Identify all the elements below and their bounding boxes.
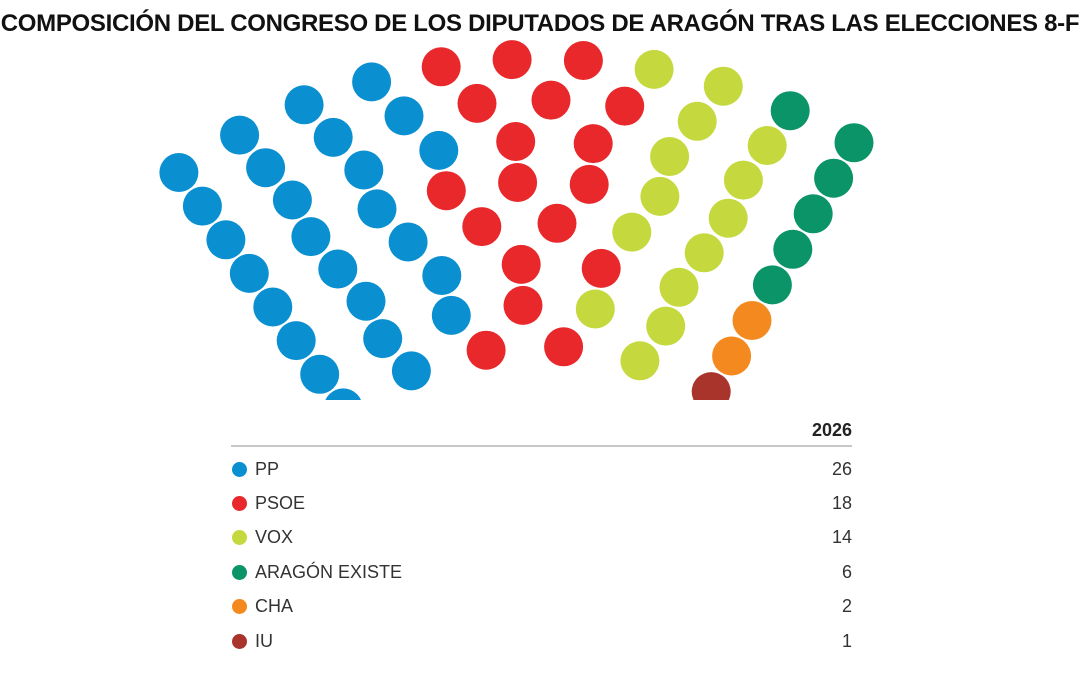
seat-pp [291,217,331,257]
seat-psoe [498,163,538,202]
seat-psoe [563,41,603,80]
seat-psoe [492,40,532,80]
seat-cha [712,336,752,376]
seat-vox [620,341,660,381]
party-row: IU 1 [231,624,852,658]
seat-vox [634,49,674,89]
seat-arag-n-existe [814,158,854,198]
seat-arag-n-existe [770,91,810,131]
seat-pp [182,186,222,226]
seat-psoe [544,327,584,367]
seat-vox [659,267,699,307]
results-table: 2026 PP 26 PSOE 18 VOX 14 ARAGÓN EXISTE 6 CHA 2 IU… [231,416,852,658]
chart-title: COMPOSICIÓN DEL CONGRESO DE LOS DIPUTADO… [0,10,1080,37]
party-seats: 6 [841,561,852,582]
party-color-dot [232,564,247,580]
seat-vox [723,160,763,200]
seat-pp [253,287,293,327]
seat-iu [691,372,731,400]
party-name: VOX [255,527,294,548]
seat-pp [313,117,353,157]
seat-psoe [573,124,613,164]
table-header: 2026 [231,416,852,447]
seat-psoe [569,164,609,204]
seat-vox [708,198,748,238]
seat-pp [284,85,324,125]
seat-pp [300,354,340,394]
seat-pp [357,189,397,229]
seat-vox [650,137,690,176]
seat-pp [363,319,403,359]
party-color-dot [232,496,247,512]
seat-pp [159,153,199,192]
party-color-dot [232,633,247,649]
seat-pp [384,96,424,136]
hemicycle-chart [159,40,874,400]
party-row: ARAGÓN EXISTE 6 [231,555,852,589]
seat-pp [431,295,471,335]
party-name: PSOE [255,493,306,514]
seat-pp [352,62,392,102]
seat-pp [344,150,384,190]
seat-psoe [421,47,461,87]
seat-pp [220,115,260,155]
seat-vox [646,306,686,346]
seat-arag-n-existe [834,123,874,163]
party-row: PSOE 18 [231,486,852,520]
party-seats: 18 [831,493,852,514]
party-name: ARAGÓN EXISTE [255,561,403,582]
seat-pp [419,130,459,170]
party-row: PP 26 [231,452,852,486]
seat-vox [575,289,615,329]
seat-pp [422,256,462,295]
party-color-dot [232,599,247,615]
seat-arag-n-existe [752,265,792,305]
party-color-dot [232,530,247,546]
seat-vox [612,212,652,252]
party-seats: 2 [841,596,852,617]
seat-pp [388,222,428,262]
party-seats: 26 [831,458,852,479]
year-header: 2026 [811,420,852,440]
seat-vox [640,176,680,216]
party-row: VOX 14 [231,521,852,555]
party-name: IU [255,630,273,651]
seat-psoe [457,83,497,123]
seat-pp [391,351,431,391]
seat-psoe [501,244,541,284]
seat-arag-n-existe [793,194,833,234]
seat-pp [246,148,286,188]
seat-psoe [531,80,571,120]
party-name: CHA [255,596,294,617]
seat-pp [325,388,362,400]
seat-arag-n-existe [773,229,813,269]
seat-psoe [503,285,543,325]
seat-pp [318,249,358,289]
seat-psoe [605,86,645,126]
seat-pp [276,321,316,361]
party-seats: 14 [831,527,852,548]
seat-cha [732,301,772,340]
seat-vox [703,66,743,106]
party-seats: 1 [841,630,852,651]
seat-pp [206,220,246,260]
seat-pp [229,253,269,293]
seat-vox [747,126,787,165]
seat-vox [677,101,717,141]
seat-psoe [496,122,536,161]
seat-psoe [581,248,621,288]
party-name: PP [255,458,280,479]
seat-psoe [537,203,577,243]
party-color-dot [232,461,247,477]
party-row: CHA 2 [231,590,852,624]
seat-psoe [426,171,466,211]
seat-vox [684,233,724,273]
seat-pp [346,281,386,321]
seat-psoe [466,330,506,370]
party-rows: PP 26 PSOE 18 VOX 14 ARAGÓN EXISTE 6 CHA 2 IU 1 [231,452,852,658]
seat-psoe [462,207,502,247]
seat-pp [272,180,312,220]
